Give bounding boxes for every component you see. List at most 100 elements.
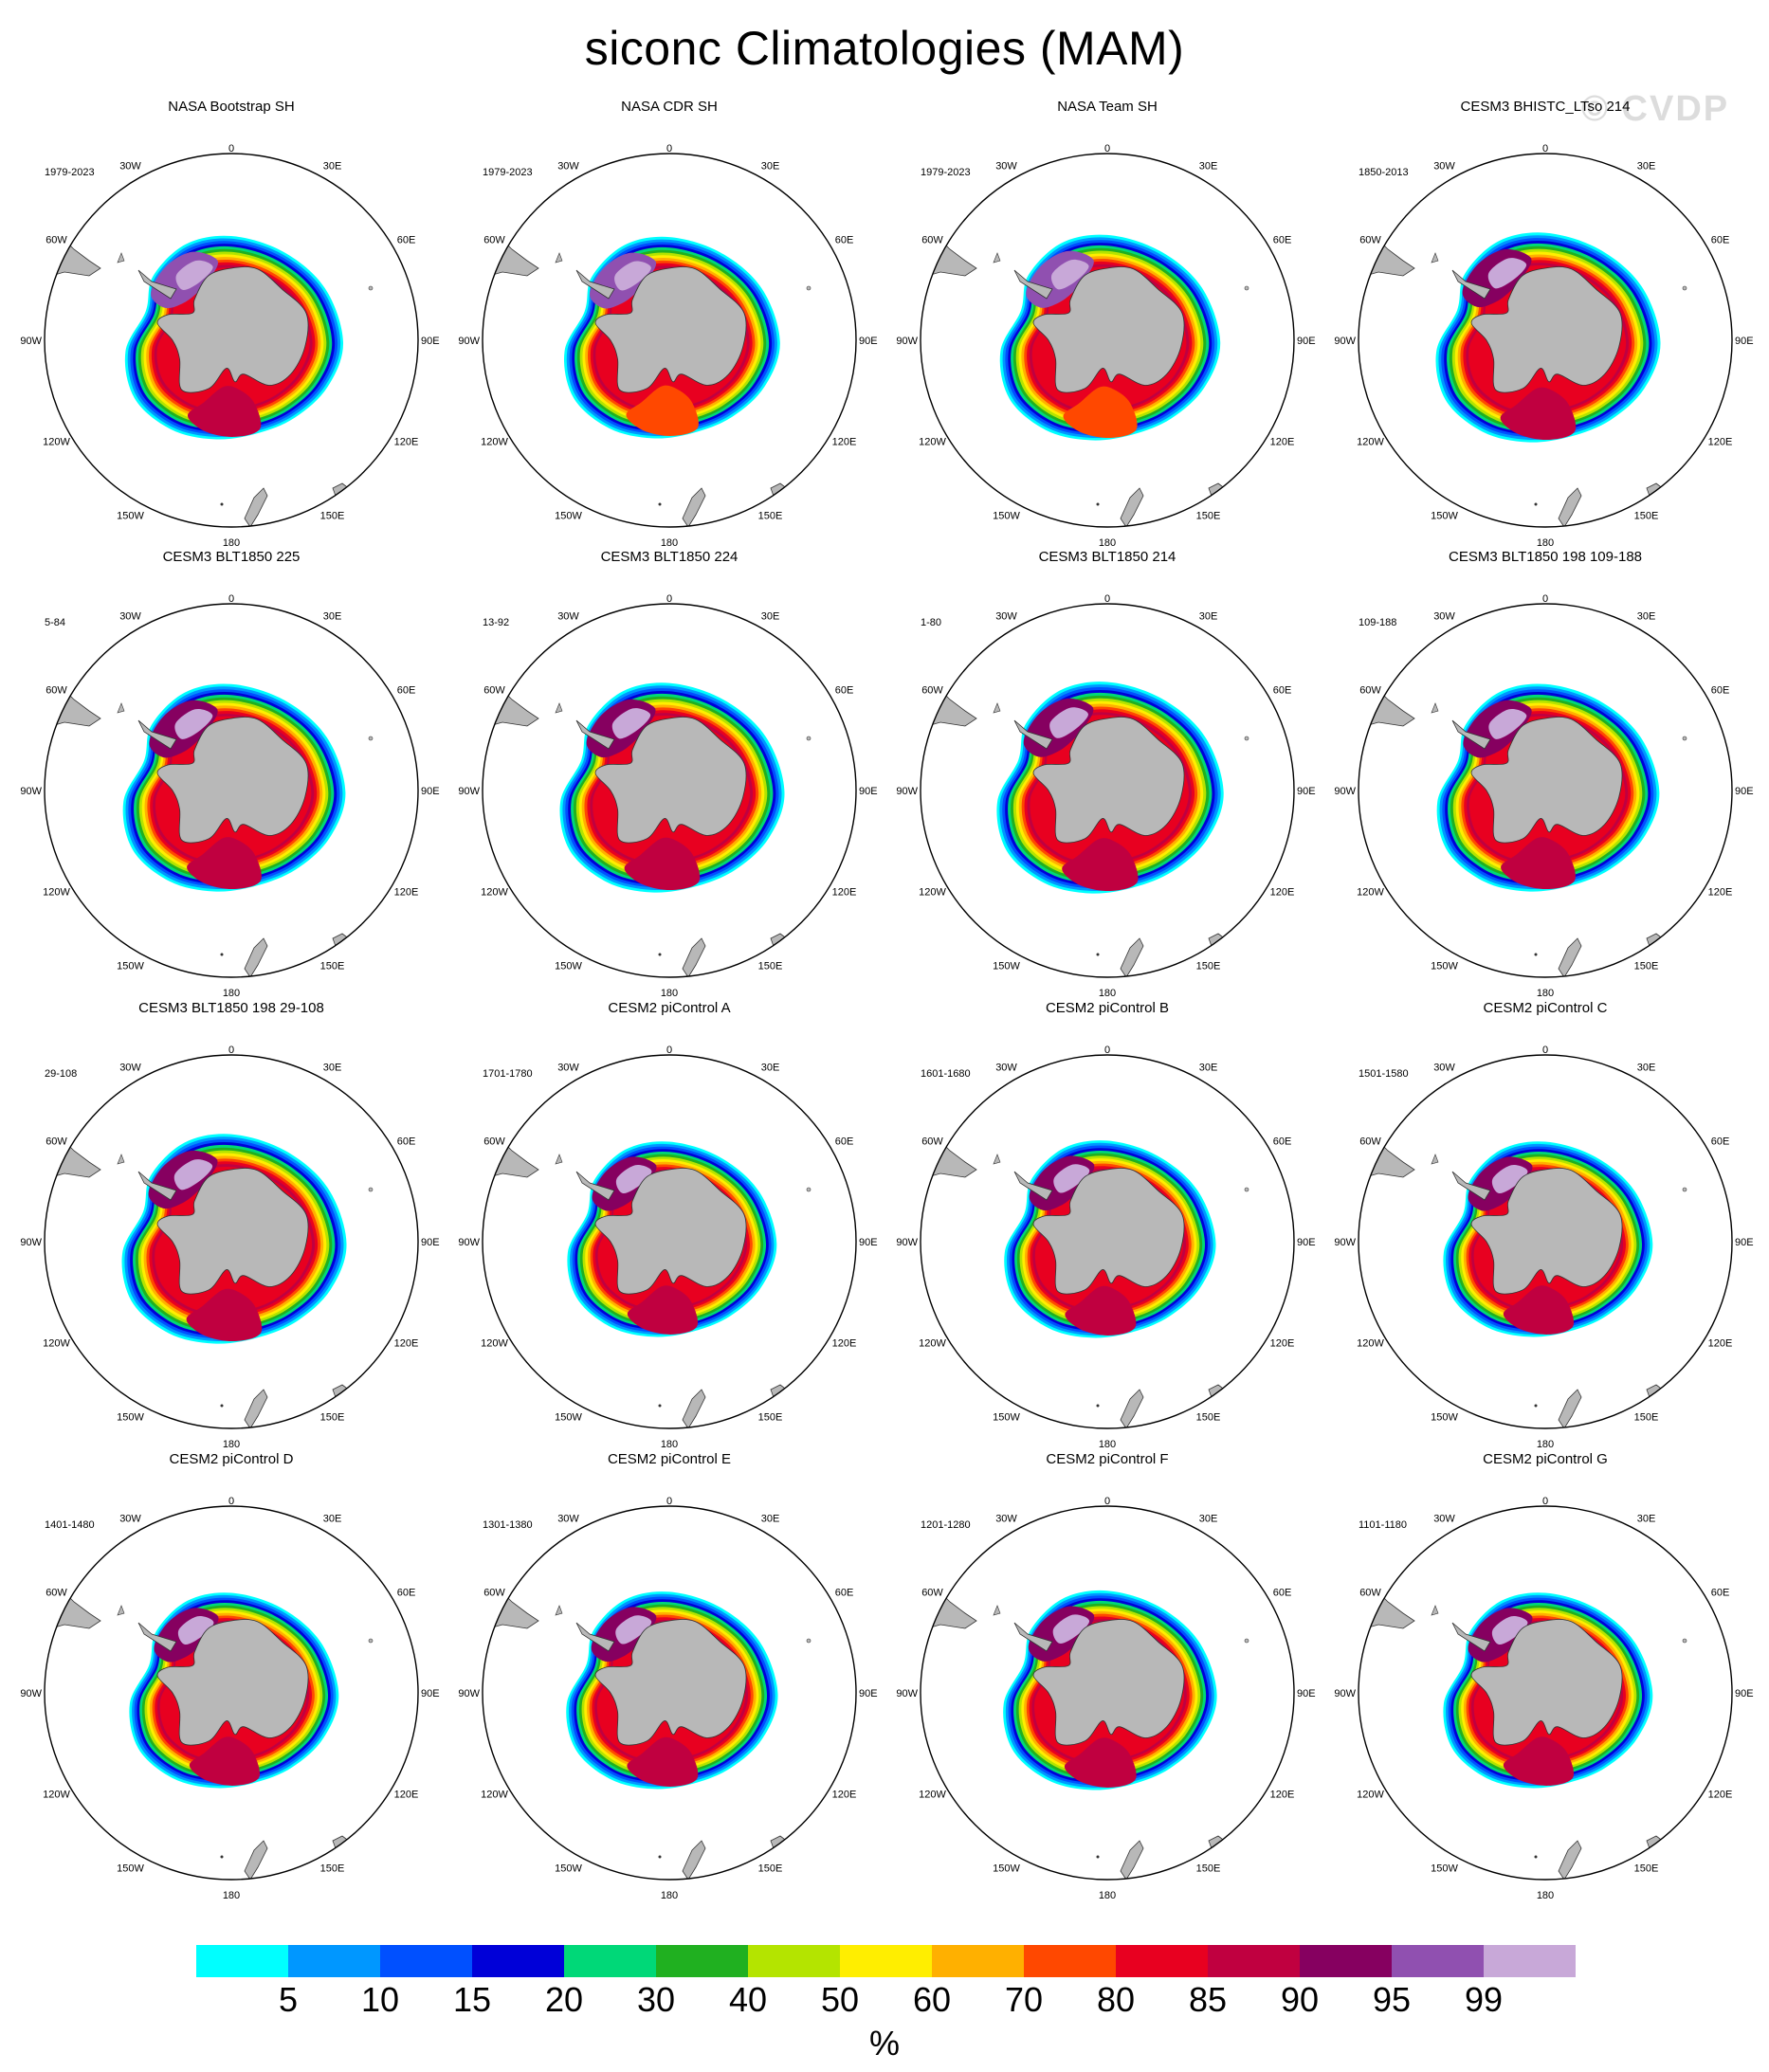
weddell-sea-ice-core xyxy=(615,1165,652,1194)
longitude-label: 90W xyxy=(458,786,480,797)
antarctic-peninsula xyxy=(1013,719,1053,750)
longitude-label: 150W xyxy=(1431,1412,1458,1424)
new-zealand-land xyxy=(682,487,706,527)
island xyxy=(1431,1605,1439,1616)
longitude-label: 120W xyxy=(43,1338,70,1350)
longitude-label: 120W xyxy=(43,437,70,448)
new-zealand-land xyxy=(1558,487,1582,527)
colorbar-tick-label: 60 xyxy=(913,1980,951,2019)
colorbar-tick-label: 40 xyxy=(729,1980,767,2019)
page-title: siconc Climatologies (MAM) xyxy=(584,22,1185,75)
longitude-label: 90W xyxy=(458,1237,480,1248)
weddell-sea-ice-core xyxy=(615,1615,652,1645)
island xyxy=(1244,1187,1249,1192)
antarctic-peninsula xyxy=(575,269,615,300)
longitude-label: 90W xyxy=(458,1688,480,1699)
longitude-label: 90W xyxy=(20,786,42,797)
map-boundary-circle xyxy=(482,603,857,978)
longitude-label: 0 xyxy=(666,1045,672,1056)
longitude-label: 180 xyxy=(223,988,240,999)
longitude-label: 150W xyxy=(993,961,1020,972)
longitude-label: 60E xyxy=(1711,1136,1730,1148)
map-boundary-circle xyxy=(1358,603,1733,978)
longitude-label: 90E xyxy=(421,1688,440,1699)
longitude-label: 150W xyxy=(555,1863,582,1875)
longitude-label: 30W xyxy=(995,611,1017,623)
longitude-label: 60W xyxy=(1359,1136,1381,1148)
island xyxy=(220,502,224,506)
island xyxy=(555,1154,563,1165)
colorbar-tick-label: 30 xyxy=(637,1980,675,2019)
longitude-label: 30E xyxy=(761,1514,780,1525)
longitude-label: 150W xyxy=(117,1863,144,1875)
longitude-label: 90W xyxy=(896,336,918,347)
weddell-sea-ice-core xyxy=(173,1159,213,1190)
longitude-label: 60W xyxy=(1359,685,1381,697)
island xyxy=(806,285,812,291)
colorbar-tick-label: 99 xyxy=(1465,1980,1503,2019)
new-zealand-land xyxy=(244,487,268,527)
longitude-label: 120E xyxy=(394,887,419,899)
longitude-label: 150W xyxy=(1431,511,1458,522)
island xyxy=(220,1855,224,1859)
colorbar-tick-label: 85 xyxy=(1189,1980,1227,2019)
longitude-label: 90W xyxy=(896,1688,918,1699)
longitude-label: 60E xyxy=(1273,685,1292,697)
antarctica-land xyxy=(1032,1168,1185,1295)
longitude-label: 150W xyxy=(117,961,144,972)
island xyxy=(1682,1187,1687,1192)
longitude-label: 180 xyxy=(661,537,678,549)
weddell-sea-ice-core xyxy=(1050,259,1089,290)
longitude-label: 120E xyxy=(1708,1338,1733,1350)
ross-sea-ice xyxy=(1064,1737,1137,1788)
longitude-label: 150E xyxy=(758,511,783,522)
longitude-label: 30E xyxy=(761,1063,780,1074)
island xyxy=(1096,502,1100,506)
antarctic-peninsula xyxy=(1451,269,1491,300)
longitude-label: 120E xyxy=(1270,887,1295,899)
longitude-label: 120W xyxy=(43,1790,70,1801)
longitude-label: 90W xyxy=(20,1688,42,1699)
longitude-label: 60W xyxy=(46,1136,67,1148)
longitude-label: 60E xyxy=(1711,685,1730,697)
colorbar-swatch xyxy=(1300,1945,1392,1977)
island xyxy=(1096,953,1100,956)
longitude-label: 90E xyxy=(859,336,878,347)
antarctic-peninsula xyxy=(575,719,615,750)
longitude-label: 0 xyxy=(1542,1496,1548,1507)
colorbar-tick-label: 5 xyxy=(279,1980,298,2019)
longitude-label: 180 xyxy=(1537,1439,1554,1450)
longitude-label: 150E xyxy=(320,1412,345,1424)
map-boundary-circle xyxy=(1358,1505,1733,1881)
panel-title: CESM2 piControl A xyxy=(608,1000,730,1016)
longitude-label: 120E xyxy=(832,1338,857,1350)
map-boundary-circle xyxy=(44,153,419,528)
map-panels-grid: NASA Bootstrap SH 1979-2023 0 30E 60E 90E 120E… xyxy=(20,99,1753,1901)
new-zealand-land xyxy=(1120,1389,1144,1428)
longitude-label: 60E xyxy=(1711,235,1730,246)
longitude-label: 150W xyxy=(555,1412,582,1424)
longitude-label: 150E xyxy=(1634,1412,1659,1424)
colorbar-swatch xyxy=(748,1945,840,1977)
longitude-label: 30W xyxy=(1433,1514,1455,1525)
panel-period: 1850-2013 xyxy=(1359,167,1409,178)
longitude-label: 120E xyxy=(1270,437,1295,448)
antarctica-land xyxy=(1032,1619,1185,1746)
panel-title: CESM2 piControl C xyxy=(1484,1000,1608,1016)
longitude-label: 30E xyxy=(1199,1514,1218,1525)
island xyxy=(993,1154,1001,1165)
longitude-label: 0 xyxy=(1104,143,1110,154)
longitude-label: 180 xyxy=(661,988,678,999)
map-panel: NASA Bootstrap SH 1979-2023 0 30E 60E 90E 120E… xyxy=(20,99,439,549)
map-panel: CESM2 piControl E 1301-1380 0 30E 60E 90E 120E… xyxy=(458,1451,877,1901)
longitude-label: 60E xyxy=(835,1136,854,1148)
longitude-label: 180 xyxy=(1099,1890,1116,1901)
longitude-label: 0 xyxy=(1104,1045,1110,1056)
panel-title: CESM2 piControl G xyxy=(1483,1451,1608,1467)
panel-title: CESM3 BLT1850 224 xyxy=(601,549,739,565)
longitude-label: 30W xyxy=(119,1063,141,1074)
longitude-label: 90W xyxy=(1334,786,1356,797)
antarctic-peninsula xyxy=(575,1171,615,1201)
longitude-label: 30E xyxy=(323,1514,342,1525)
longitude-label: 30E xyxy=(761,161,780,173)
